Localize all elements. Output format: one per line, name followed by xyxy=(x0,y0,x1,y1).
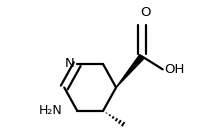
Text: O: O xyxy=(140,6,150,19)
Text: N: N xyxy=(65,57,75,70)
Text: OH: OH xyxy=(165,63,185,76)
Polygon shape xyxy=(116,55,144,88)
Text: H₂N: H₂N xyxy=(38,104,62,117)
